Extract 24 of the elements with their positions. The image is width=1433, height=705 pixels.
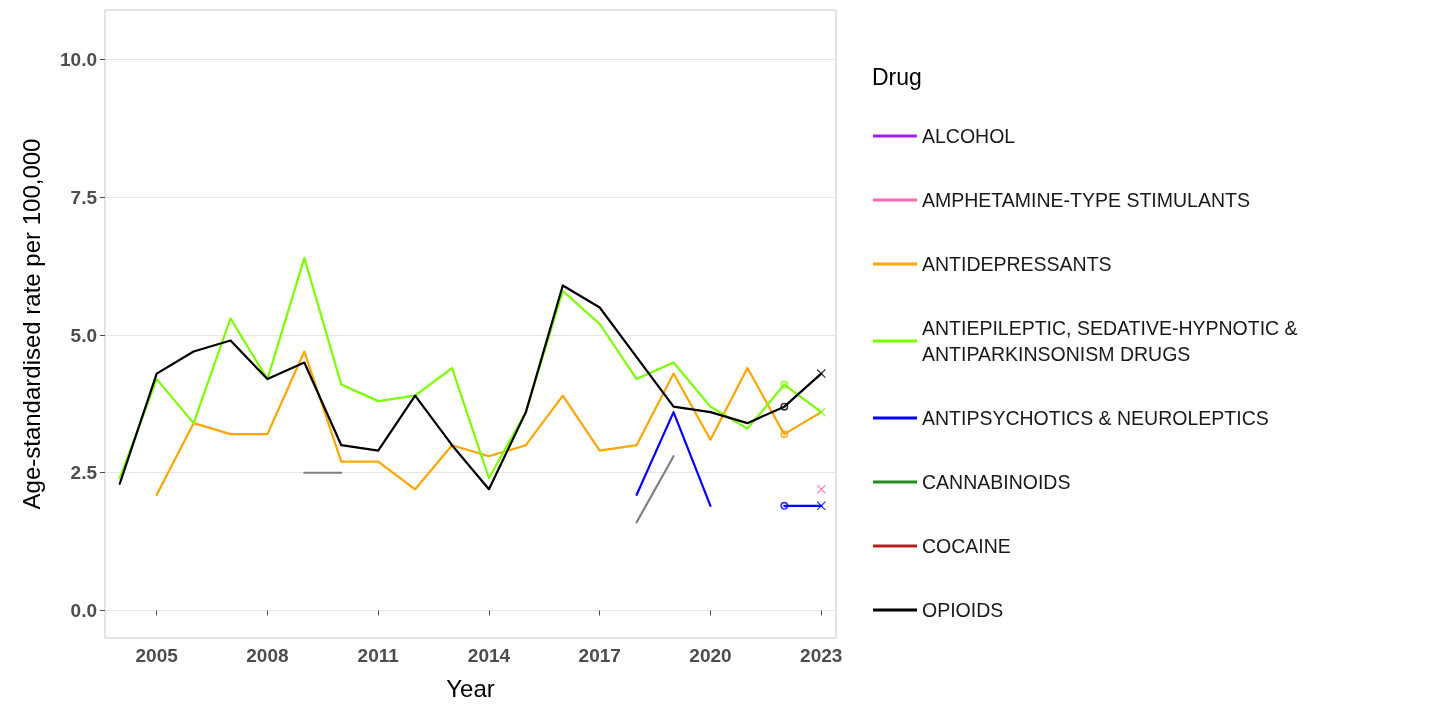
legend-label: CANNABINOIDS	[922, 471, 1071, 493]
legend-title: Drug	[872, 63, 922, 90]
x-tick-label: 2023	[800, 645, 843, 666]
x-tick-label: 2017	[578, 645, 621, 666]
y-axis-title: Age-standardised rate per 100,000	[17, 138, 45, 510]
point	[780, 430, 789, 439]
x-tick-label: 2005	[135, 645, 179, 666]
y-tick-label: 10.0	[60, 49, 97, 71]
y-tick-label: 5.0	[70, 324, 97, 346]
legend-label: OPIOIDS	[922, 599, 1004, 621]
legend-label: ANTIPSYCHOTICS & NEUROLEPTICS	[922, 407, 1269, 429]
x-axis-title: Year	[446, 674, 495, 702]
legend-label: ANTIEPILEPTIC, SEDATIVE-HYPNOTIC & ANTIPARKINSONISM DRUGS	[922, 317, 1304, 365]
y-tick-label: 2.5	[70, 462, 98, 484]
legend-label: COCAINE	[922, 535, 1011, 557]
x-tick-label: 2011	[357, 645, 400, 666]
y-tick-label: 7.5	[70, 186, 98, 208]
x-tick-label: 2008	[246, 645, 289, 666]
x-tick-label: 2020	[689, 645, 732, 666]
y-tick-label: 0.0	[70, 599, 97, 621]
legend-label: ANTIDEPRESSANTS	[922, 253, 1112, 275]
x-tick-label: 2014	[467, 645, 511, 666]
legend-label: AMPHETAMINE-TYPE STIMULANTS	[922, 189, 1250, 211]
legend-label: ALCOHOL	[922, 125, 1016, 147]
